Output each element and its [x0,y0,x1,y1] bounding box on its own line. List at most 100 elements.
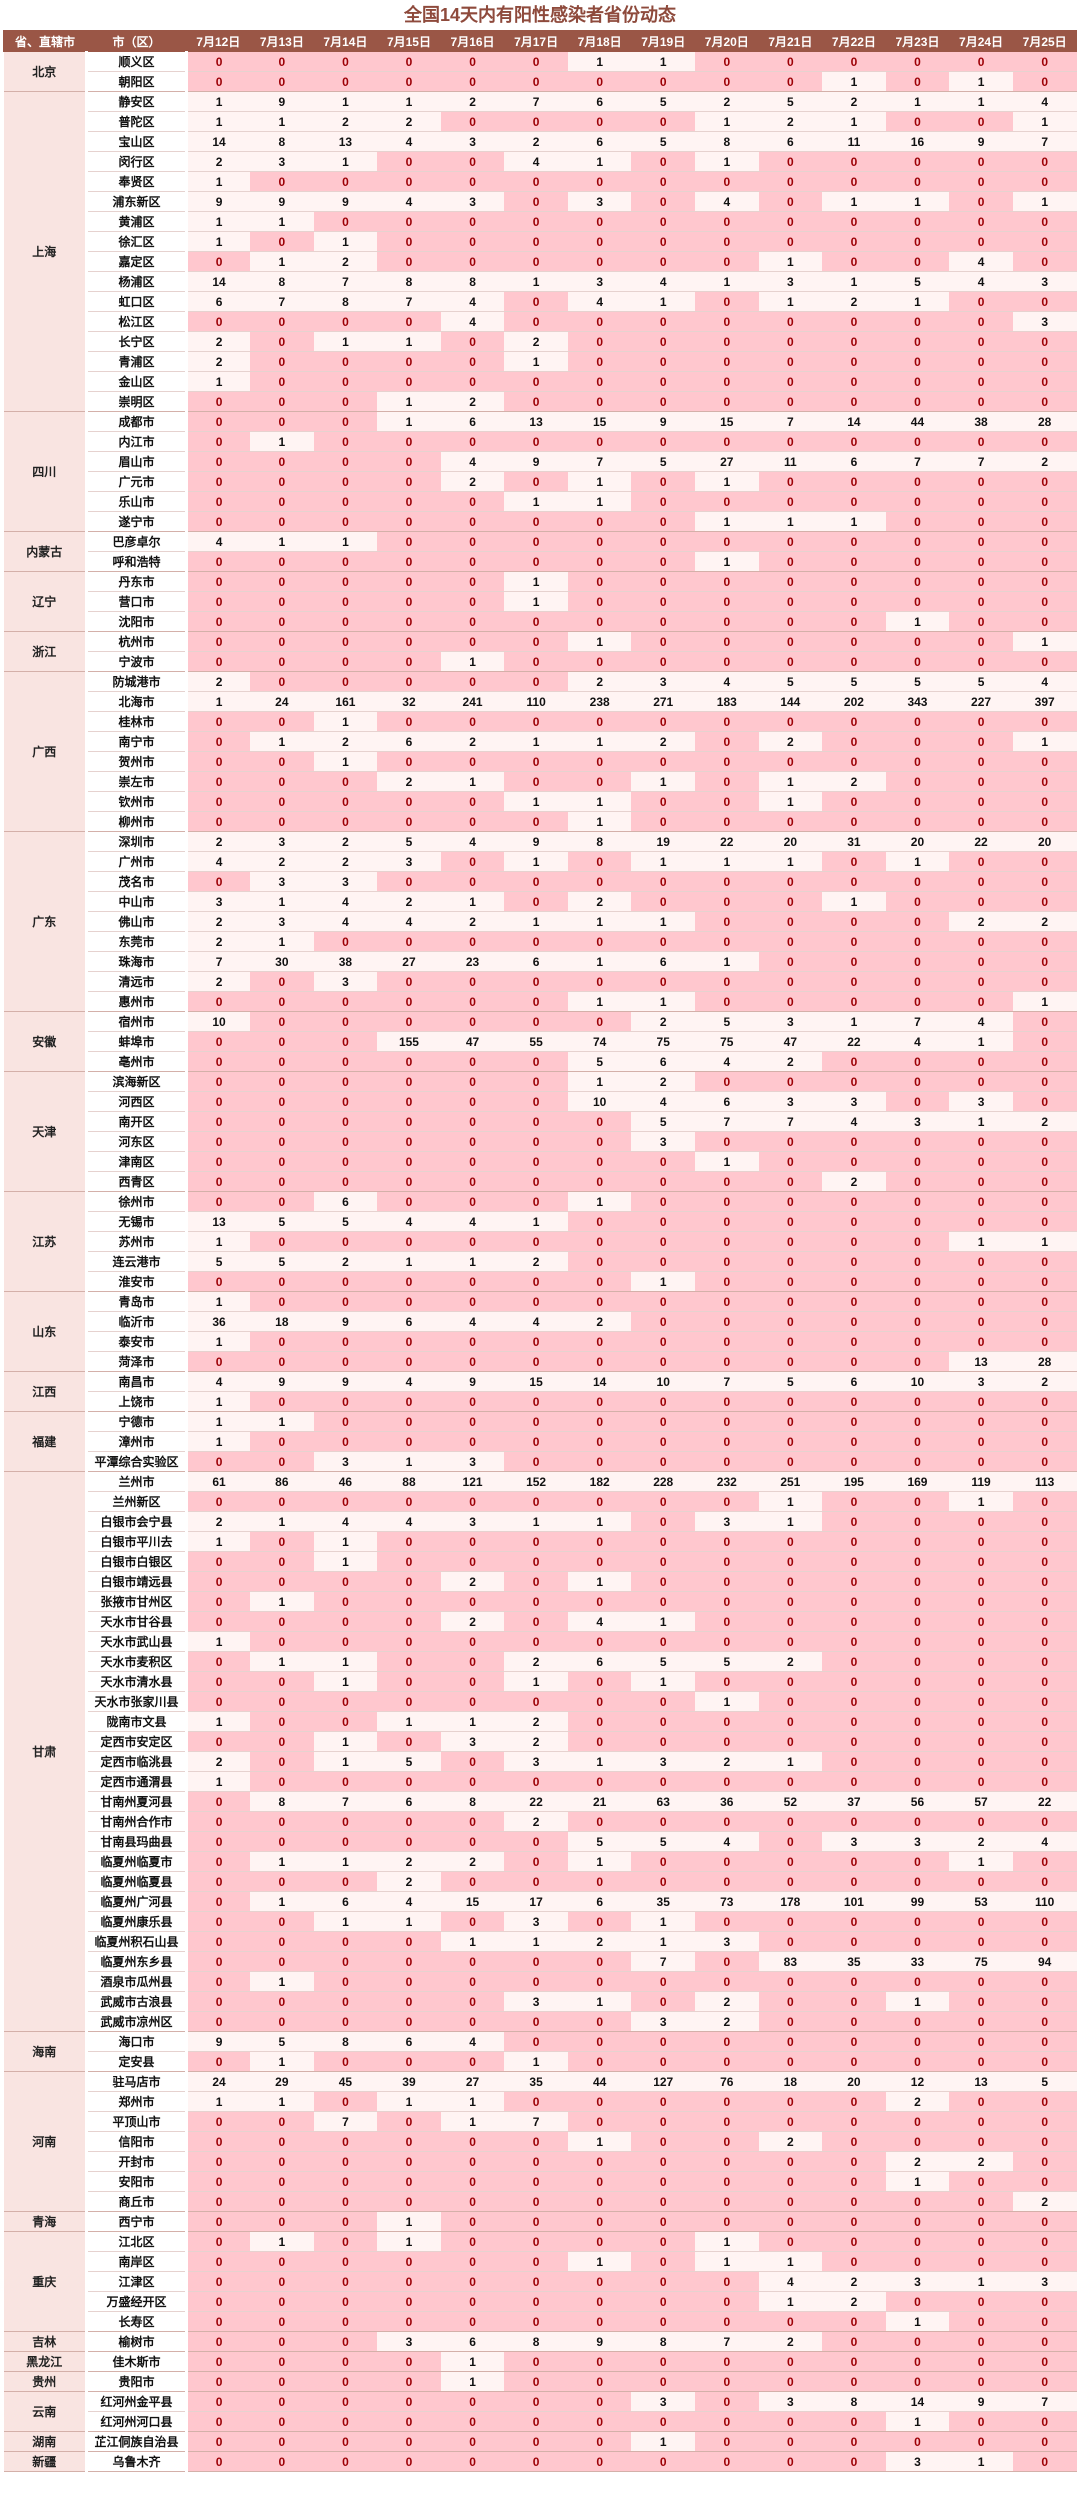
value-cell: 0 [949,471,1013,492]
value-cell: 0 [631,611,695,632]
value-cell: 0 [885,2291,950,2312]
value-cell: 0 [949,771,1013,792]
value-cell: 0 [631,1811,695,1832]
value-cell: 0 [949,2131,1013,2152]
value-cell: 7 [250,291,314,312]
value-cell: 0 [504,671,568,692]
value-cell: 0 [758,1591,823,1612]
value-cell: 0 [822,931,886,952]
value-cell: 0 [822,751,886,772]
value-cell: 0 [822,1691,886,1712]
value-cell: 0 [631,551,695,572]
table-row: 陇南市文县 1 0 0 1 1 2 0 0 0 0 0 0 0 0 [4,1711,1077,1732]
value-cell: 0 [504,1691,568,1712]
value-cell: 0 [758,211,823,232]
value-cell: 0 [695,351,759,372]
value-cell: 0 [822,1991,886,2012]
value-cell: 0 [695,1971,759,1992]
value-cell: 0 [377,1011,441,1032]
table-row: 武威市凉州区 0 0 0 0 0 0 0 3 2 0 0 0 0 0 [4,2011,1077,2032]
value-cell: 27 [695,451,759,472]
value-cell: 0 [250,751,314,772]
value-cell: 0 [758,1691,823,1712]
value-cell: 0 [1012,871,1077,892]
value-cell: 0 [186,2371,251,2392]
value-cell: 0 [504,111,568,132]
value-cell: 1 [822,71,886,92]
value-cell: 44 [567,2071,632,2092]
table-row: 天水市清水县 0 0 1 0 0 1 0 1 0 0 0 0 0 0 [4,1671,1077,1692]
city-cell: 开封市 [86,2151,188,2172]
value-cell: 18 [758,2071,823,2092]
value-cell: 1 [250,2051,314,2072]
value-cell: 0 [504,2171,568,2192]
value-cell: 0 [695,611,759,632]
value-cell: 0 [250,171,314,192]
value-cell: 0 [186,2231,251,2252]
value-cell: 6 [567,91,632,112]
value-cell: 0 [695,1291,759,1312]
value-cell: 0 [250,511,314,532]
value-cell: 1 [949,2451,1013,2472]
value-cell: 0 [567,511,632,532]
table-row: 天水市张家川县 0 0 0 0 0 0 0 0 1 0 0 0 0 0 [4,1691,1077,1712]
value-cell: 0 [949,2211,1013,2232]
value-cell: 0 [949,811,1013,832]
city-cell: 宁德市 [86,1411,188,1432]
value-cell: 0 [377,2411,441,2432]
value-cell: 0 [313,1271,378,1292]
value-cell: 0 [631,1511,695,1532]
table-row: 平潭综合实验区 0 0 3 1 3 0 0 0 0 0 0 0 0 0 [4,1451,1077,1472]
value-cell: 0 [186,2351,251,2372]
table-row: 黑龙江 佳木斯市 0 0 0 0 1 0 0 0 0 0 0 0 0 0 [3,2351,1077,2372]
value-cell: 4 [695,1831,759,1852]
value-cell: 0 [377,1391,441,1412]
value-cell: 0 [631,2091,695,2112]
value-cell: 0 [695,1731,759,1752]
value-cell: 0 [567,1131,632,1152]
value-cell: 36 [695,1791,759,1812]
header-date: 7月12日 [186,30,251,52]
value-cell: 55 [504,1031,568,1052]
value-cell: 0 [822,231,886,252]
value-cell: 0 [440,2051,505,2072]
value-cell: 0 [758,1851,823,1872]
value-cell: 1 [885,91,950,112]
value-cell: 0 [567,431,632,452]
value-cell: 0 [1012,151,1077,172]
value-cell: 0 [567,2351,632,2372]
value-cell: 0 [822,2451,886,2472]
value-cell: 8 [313,291,378,312]
value-cell: 0 [758,1771,823,1792]
value-cell: 0 [504,1571,568,1592]
value-cell: 1 [567,1751,632,1772]
value-cell: 0 [186,1071,251,1092]
value-cell: 0 [695,231,759,252]
value-cell: 2 [186,911,251,932]
value-cell: 6 [631,1051,695,1072]
value-cell: 0 [949,391,1013,412]
value-cell: 101 [822,1891,886,1912]
value-cell: 4 [186,851,251,872]
value-cell: 0 [695,2311,759,2332]
value-cell: 1 [758,771,823,792]
value-cell: 0 [186,1591,251,1612]
city-cell: 河东区 [86,1131,188,1152]
value-cell: 0 [949,1411,1013,1432]
value-cell: 0 [822,1651,886,1672]
value-cell: 0 [186,2291,251,2312]
province-cell: 江西 [3,1371,88,1412]
value-cell: 0 [567,2311,632,2332]
value-cell: 0 [250,1051,314,1072]
value-cell: 0 [313,471,378,492]
value-cell: 0 [949,1631,1013,1652]
value-cell: 0 [186,1491,251,1512]
value-cell: 0 [377,1551,441,1572]
value-cell: 4 [377,131,441,152]
value-cell: 16 [885,131,950,152]
value-cell: 0 [313,391,378,412]
value-cell: 1 [885,191,950,212]
value-cell: 2 [186,671,251,692]
value-cell: 0 [822,2131,886,2152]
city-cell: 青岛市 [86,1291,188,1312]
